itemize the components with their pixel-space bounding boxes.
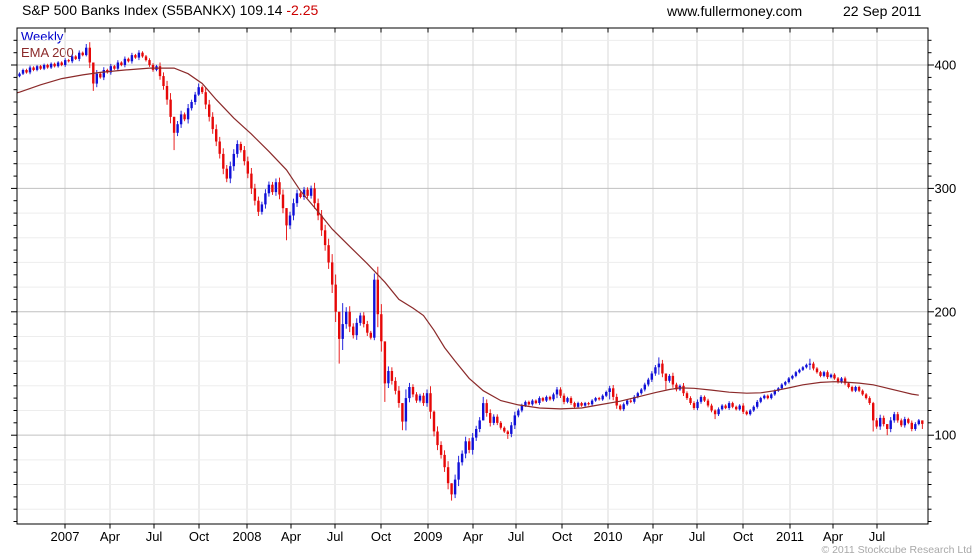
svg-text:Jul: Jul [146,529,163,544]
svg-text:2011: 2011 [776,529,804,544]
legend-ema-overlay: EMA 200 [21,45,74,60]
svg-text:Apr: Apr [281,529,302,544]
svg-text:Oct: Oct [371,529,392,544]
chart-title: S&P 500 Banks Index (S5BANKX) 109.14 -2.… [22,2,318,18]
site-url: www.fullermoney.com [667,3,803,19]
svg-text:Apr: Apr [643,529,664,544]
copyright-notice: © 2011 Stockcube Research Ltd [821,544,972,556]
svg-text:Jul: Jul [327,529,344,544]
svg-text:Oct: Oct [552,529,573,544]
svg-text:2010: 2010 [594,529,623,544]
svg-text:Jul: Jul [508,529,525,544]
svg-text:2008: 2008 [233,529,262,544]
svg-text:Apr: Apr [463,529,484,544]
svg-text:Oct: Oct [733,529,754,544]
svg-text:200: 200 [935,304,957,319]
svg-text:Jul: Jul [689,529,706,544]
svg-text:Apr: Apr [100,529,121,544]
chart-title-text: S&P 500 Banks Index (S5BANKX) [22,2,236,18]
svg-text:Apr: Apr [823,529,844,544]
svg-text:100: 100 [935,428,957,443]
svg-text:300: 300 [935,181,957,196]
date-label: 22 Sep 2011 [843,3,922,19]
svg-text:Jul: Jul [869,529,886,544]
svg-text:2007: 2007 [51,529,80,544]
svg-text:400: 400 [935,58,957,73]
price-change: -2.25 [286,2,319,18]
svg-text:2009: 2009 [414,529,443,544]
last-price: 109.14 [239,2,283,18]
svg-text:Oct: Oct [189,529,210,544]
